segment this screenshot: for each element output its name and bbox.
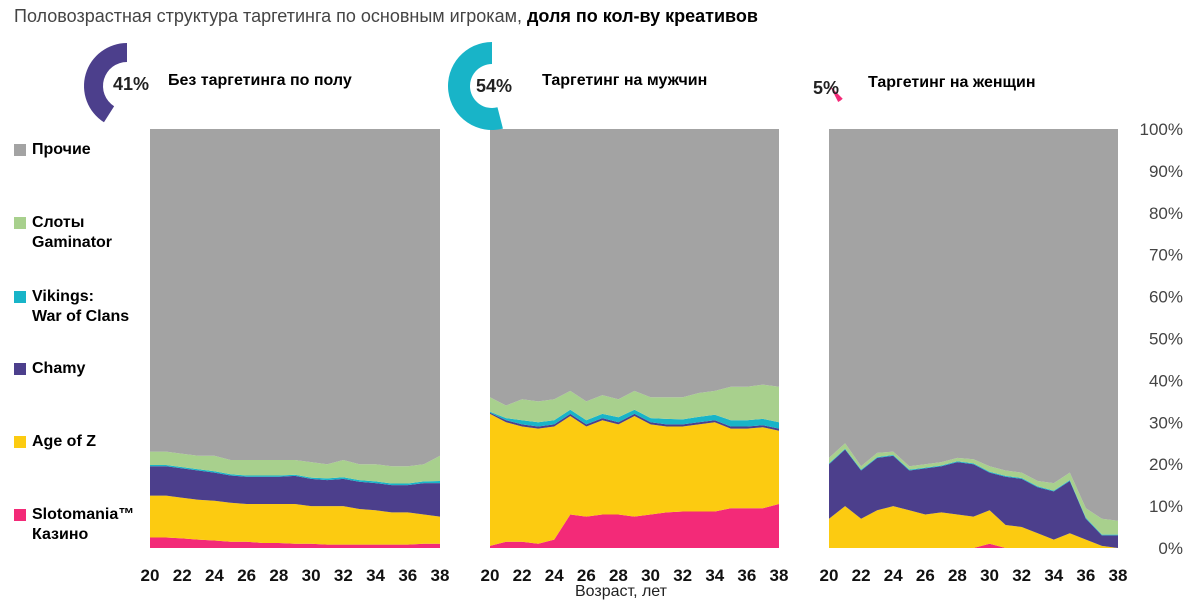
summary-percent-3: 5% — [813, 78, 840, 98]
summary-percent-2: 54% — [476, 76, 513, 96]
y-tick-label: 50% — [1149, 330, 1183, 349]
x-tick-label: 38 — [431, 566, 450, 585]
x-tick-label: 24 — [545, 566, 564, 585]
legend-label: Age of Z — [32, 433, 96, 450]
summary-percent-1: 41% — [113, 74, 150, 94]
x-tick-label: 26 — [916, 566, 935, 585]
legend-item: Chamy — [14, 359, 85, 379]
page-title: Половозрастная структура таргетинга по о… — [14, 6, 758, 27]
title-regular: Половозрастная структура таргетинга по о… — [14, 6, 522, 26]
x-tick-label: 22 — [173, 566, 192, 585]
y-tick-label: 0% — [1158, 539, 1183, 558]
x-tick-label: 36 — [737, 566, 756, 585]
area-series-5-panel-3 — [829, 443, 1118, 535]
area-chart-2: 20 22 24 26 28 30 32 34 36 38 — [481, 129, 789, 585]
legend-label: Chamy — [32, 360, 86, 377]
legend-swatch — [14, 144, 26, 156]
legend-label: Прочие — [32, 141, 91, 158]
legend-label: Слоты Gaminator — [32, 214, 113, 251]
area-series-2-panel-2 — [490, 413, 779, 546]
area-series-5-panel-2 — [490, 384, 779, 423]
x-tick-label: 38 — [770, 566, 789, 585]
x-tick-label: 28 — [269, 566, 288, 585]
x-tick-label: 26 — [577, 566, 596, 585]
x-tick-label: 34 — [1044, 566, 1063, 585]
x-tick-label: 32 — [334, 566, 353, 585]
legend-item: Прочие — [14, 140, 91, 160]
x-tick-label: 26 — [237, 566, 256, 585]
x-axis-label: Возраст, лет — [575, 583, 667, 600]
x-tick-label: 28 — [948, 566, 967, 585]
x-tick-label: 22 — [513, 566, 532, 585]
area-series-6-panel-3 — [829, 129, 1118, 521]
area-series-6-panel-2 — [490, 129, 779, 406]
x-tick-label: 28 — [609, 566, 628, 585]
x-tick-label: 32 — [673, 566, 692, 585]
y-tick-label: 80% — [1149, 204, 1183, 223]
x-tick-label: 24 — [205, 566, 224, 585]
area-chart-3: 20 22 24 26 28 30 32 34 36 38 — [820, 129, 1128, 585]
area-series-4-panel-1 — [150, 465, 440, 486]
x-tick-label: 36 — [398, 566, 417, 585]
area-series-6-panel-1 — [150, 129, 440, 467]
legend-swatch — [14, 436, 26, 448]
x-tick-label: 30 — [980, 566, 999, 585]
legend-item: Age of Z — [14, 432, 96, 452]
x-tick-label: 36 — [1076, 566, 1095, 585]
y-tick-label: 70% — [1149, 246, 1183, 265]
x-tick-label: 24 — [884, 566, 903, 585]
legend-swatch — [14, 217, 26, 229]
legend-swatch — [14, 509, 26, 521]
x-tick-label: 20 — [820, 566, 839, 585]
area-series-1-panel-2 — [490, 504, 779, 548]
legend-swatch — [14, 291, 26, 303]
area-series-5-panel-1 — [150, 451, 440, 484]
summary-label-3: Таргетинг на женщин — [868, 74, 1036, 91]
x-tick-label: 38 — [1109, 566, 1128, 585]
y-tick-label: 10% — [1149, 497, 1183, 516]
x-tick-label: 34 — [705, 566, 724, 585]
y-tick-label: 100% — [1140, 120, 1183, 139]
area-series-3-panel-1 — [150, 466, 440, 517]
legend-label: Vikings: War of Clans — [32, 288, 130, 325]
area-chart-1: 20 22 24 26 28 30 32 34 36 38 — [141, 129, 450, 585]
x-tick-label: 34 — [366, 566, 385, 585]
area-series-4-panel-2 — [490, 409, 779, 429]
summary-donut-2 — [448, 42, 503, 130]
legend-swatch — [14, 363, 26, 375]
x-tick-label: 30 — [302, 566, 321, 585]
area-series-3-panel-3 — [829, 449, 1118, 548]
legend-item: Vikings: War of Clans — [14, 287, 129, 327]
y-tick-label: 30% — [1149, 413, 1183, 432]
summary-label-1: Без таргетинга по полу — [168, 72, 352, 89]
area-series-2-panel-1 — [150, 495, 440, 545]
y-tick-label: 40% — [1149, 371, 1183, 390]
summary-donut-3 — [830, 86, 843, 103]
title-bold: доля по кол-ву креативов — [526, 6, 758, 26]
x-tick-label: 20 — [141, 566, 160, 585]
x-tick-label: 30 — [641, 566, 660, 585]
x-tick-label: 22 — [852, 566, 871, 585]
area-series-2-panel-3 — [829, 506, 1118, 548]
x-tick-label: 20 — [481, 566, 500, 585]
summary-label-2: Таргетинг на мужчин — [542, 72, 708, 89]
legend-label: Slotomania™ Казино — [32, 506, 135, 543]
y-tick-label: 90% — [1149, 162, 1183, 181]
x-tick-label: 32 — [1012, 566, 1031, 585]
y-tick-label: 60% — [1149, 288, 1183, 307]
summary-donut-1 — [84, 43, 127, 123]
legend-item: Slotomania™ Казино — [14, 505, 134, 545]
area-series-1-panel-1 — [150, 537, 440, 548]
y-tick-label: 20% — [1149, 455, 1183, 474]
legend-item: Слоты Gaminator — [14, 213, 112, 253]
